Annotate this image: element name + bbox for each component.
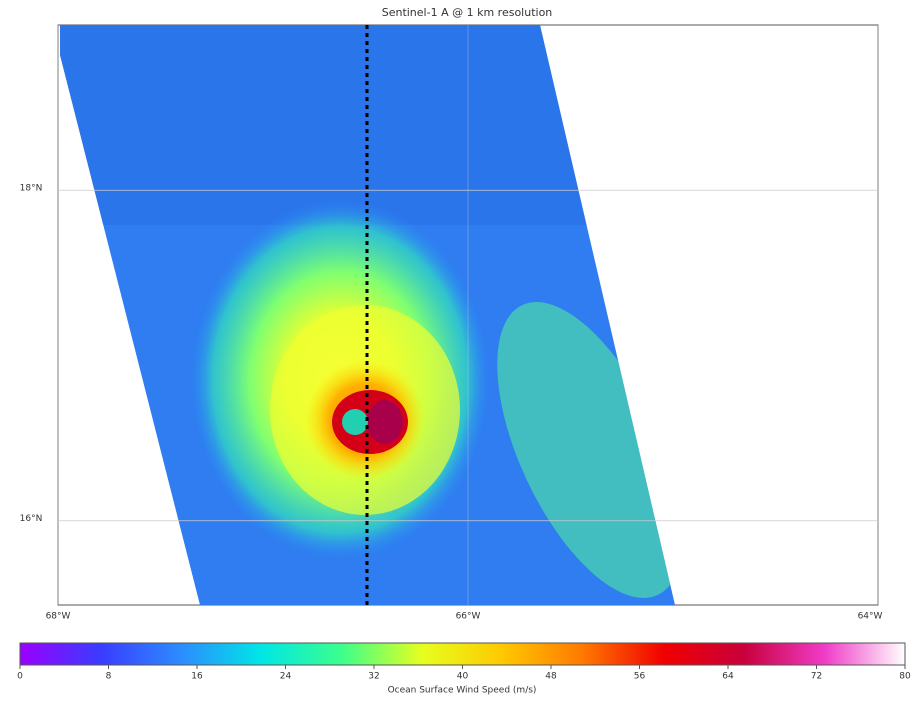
colorbar-tick-label: 56	[634, 672, 646, 682]
colorbar-label: Ocean Surface Wind Speed (m/s)	[388, 686, 537, 696]
colorbar-tick-label: 40	[457, 672, 469, 682]
colorbar-tick-label: 24	[280, 672, 292, 682]
y-tick-label: 18°N	[20, 184, 43, 194]
x-tick-label: 64°W	[858, 612, 883, 622]
x-tick-label: 66°W	[456, 612, 481, 622]
colorbar: 0 8 16 24 32 40 48 56 64 72 80	[17, 643, 911, 682]
colorbar-tick-label: 0	[17, 672, 23, 682]
colorbar-tick-label: 72	[811, 672, 822, 682]
chart-title: Sentinel-1 A @ 1 km resolution	[382, 6, 553, 19]
colorbar-tick-label: 80	[899, 672, 911, 682]
colorbar-tick-label: 8	[106, 672, 112, 682]
colorbar-tick-label: 48	[545, 672, 557, 682]
x-tick-label: 68°W	[46, 612, 71, 622]
y-tick-label: 16°N	[20, 514, 43, 524]
colorbar-ramp	[20, 643, 905, 665]
colorbar-tick-label: 16	[191, 672, 203, 682]
colorbar-tick-label: 32	[368, 672, 379, 682]
colorbar-tick-label: 64	[722, 672, 734, 682]
chart: Sentinel-1 A @ 1 km resolution 0 8 16 24 32 4…	[0, 0, 919, 701]
